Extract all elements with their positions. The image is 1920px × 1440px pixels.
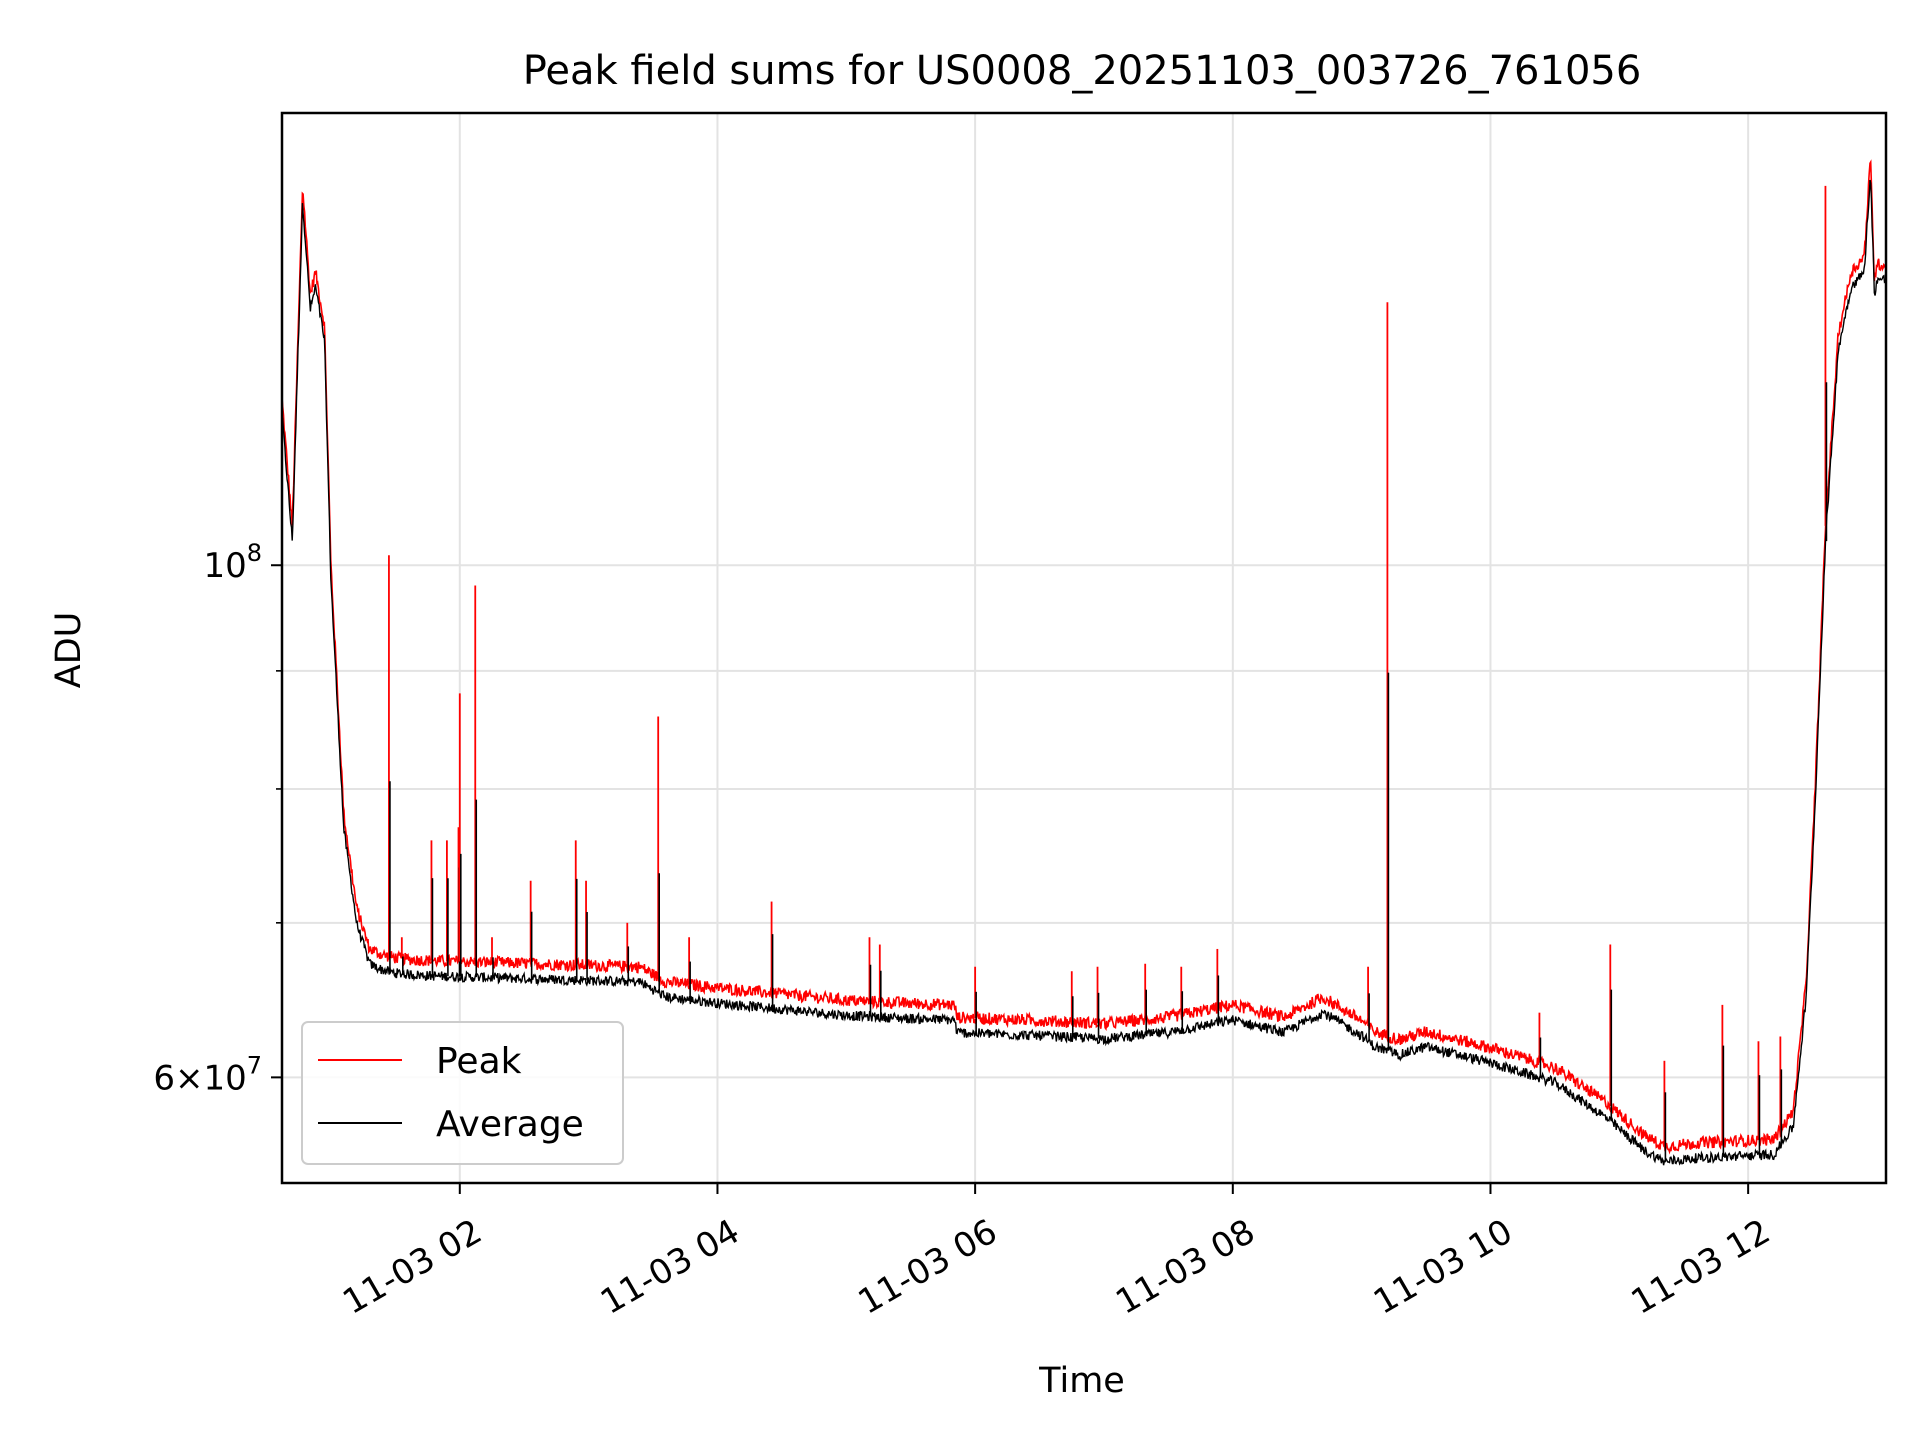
y-axis-ticks: 108 6×107: [153, 539, 282, 1098]
plot-frame: [280, 111, 1888, 1185]
spikes: [388, 185, 1828, 1162]
legend-box: [301, 1021, 624, 1165]
y-tick-label: 6×107: [153, 1051, 262, 1098]
y-tick-label: 108: [203, 539, 262, 586]
legend: Peak Average: [301, 1021, 624, 1165]
series-line-peak: [282, 159, 1886, 1155]
grid: [282, 113, 1886, 1183]
y-axis-label: ADU: [49, 612, 89, 689]
series-line-average: [282, 179, 1886, 1166]
legend-label-peak: Peak: [436, 1041, 522, 1082]
chart-title: Peak field sums for US0008_20251103_0037…: [523, 48, 1642, 94]
legend-label-average: Average: [436, 1104, 584, 1145]
x-axis-label: Time: [1038, 1361, 1125, 1401]
